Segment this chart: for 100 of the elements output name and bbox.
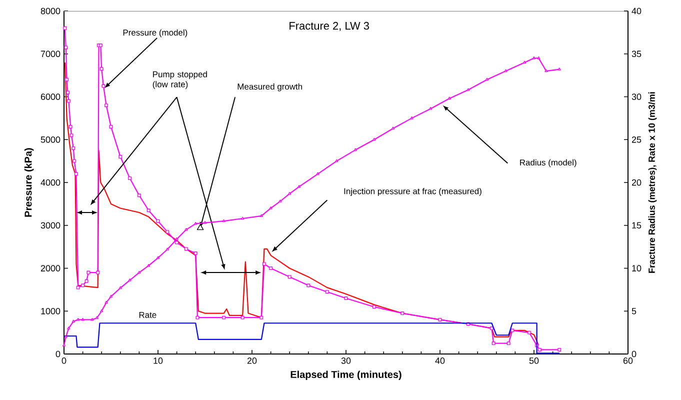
point [146,208,150,212]
point [66,99,70,103]
point [372,138,376,141]
point [194,222,198,225]
x-tick-label: 0 [62,358,66,364]
point [66,90,70,94]
point [63,26,67,30]
point [118,286,122,290]
point [222,219,226,222]
point [288,192,292,195]
text: Pressure (model) [123,29,188,38]
point [203,221,207,224]
point [81,284,85,288]
point [391,126,395,130]
x-tick-label: 10 [154,358,163,364]
line-series [64,322,560,354]
point [241,216,244,220]
y2-axis-title: Fracture Radius (metres), Rate x 10 (m3/mi [648,92,657,273]
point [410,116,414,120]
point [128,278,132,282]
point [538,348,542,352]
point [260,214,263,217]
y-tick-label: 7000 [40,50,60,58]
y-tick-label: 4000 [40,179,60,186]
point [100,309,104,312]
point [104,300,108,304]
point [100,67,104,71]
point [90,318,94,321]
point [109,294,113,298]
point [138,270,141,274]
point [166,230,170,234]
point [325,290,329,294]
point [528,330,532,334]
x-tick-label: 60 [623,358,633,364]
point [118,155,122,159]
point [510,328,514,332]
point [532,56,536,60]
point [74,172,78,176]
point [222,316,226,320]
y-tick-label: 5000 [40,136,60,143]
x-tick-label: 20 [247,358,257,364]
point [400,312,404,316]
point [240,316,244,320]
point [278,200,282,202]
point [288,275,292,279]
point [558,68,561,70]
point [95,316,98,320]
y-tick-label: 8000 [40,8,60,14]
point [166,248,169,250]
point [84,279,88,283]
y2-tick-label: 15 [632,222,642,229]
point [269,206,272,210]
point [184,228,188,231]
y-tick-label: 6000 [40,94,60,100]
point [96,270,100,274]
point [523,60,526,64]
point [184,247,188,251]
point [86,270,90,274]
y-tick-label: 1000 [41,308,60,314]
point [104,104,108,108]
y2-tick-label: 35 [632,50,642,58]
point [76,318,80,321]
point [67,326,70,330]
y-tick-label: 0 [56,350,60,358]
point [297,185,301,188]
y2-tick-label: 20 [632,179,642,186]
y2-tick-label: 5 [632,308,636,314]
point [70,134,74,138]
y2-tick-label: 0 [632,350,636,358]
y2-tick-label: 40 [632,8,642,14]
point [558,348,562,352]
point [429,107,432,110]
point [128,176,132,180]
point [64,46,68,50]
point [372,305,376,309]
annotation: Radius (model) [520,159,576,168]
point [354,148,357,151]
point [175,237,178,240]
point [72,159,76,163]
point [504,69,508,72]
x-tick-label: 30 [341,358,351,364]
text: Fracture 2, LW 3 [290,22,369,31]
point [490,326,494,330]
point [196,224,204,230]
point [260,316,264,320]
annotation: Pump stopped (low rate) [152,71,207,89]
x-axis-title: Elapsed Time (minutes) [290,370,402,380]
x-tick-label: 50 [529,358,539,364]
point [72,320,75,322]
point [102,84,106,88]
point [137,194,141,198]
annotation: Injection pressure at frac (measured) [344,188,482,196]
point [492,342,496,346]
point [335,159,338,162]
point [194,252,198,255]
y2-tick-label: 10 [632,265,642,272]
point [269,266,273,270]
point [544,69,548,72]
series-label: Rate [139,312,156,318]
point [76,286,80,290]
